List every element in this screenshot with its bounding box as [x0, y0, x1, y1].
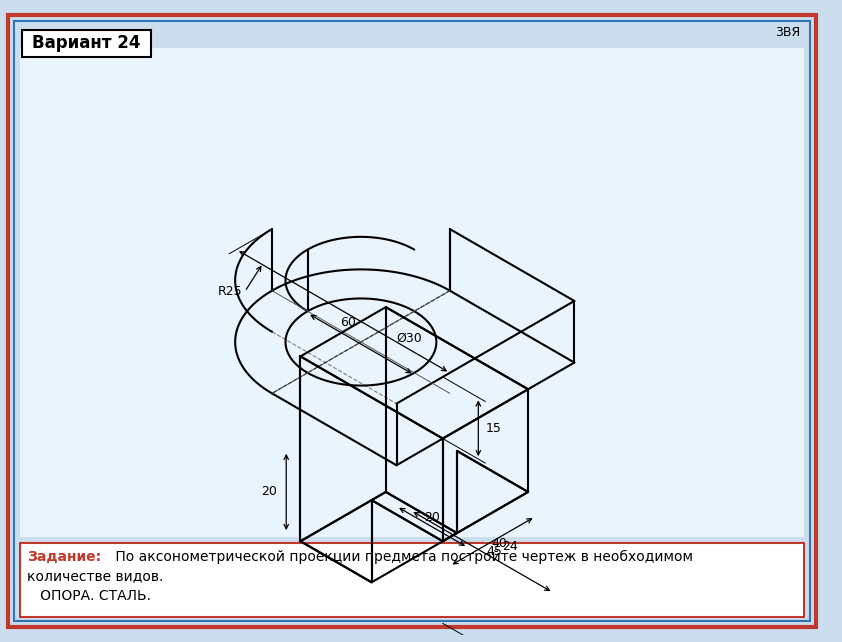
Text: Вариант 24: Вариант 24 [32, 34, 141, 52]
Text: 24: 24 [503, 540, 518, 553]
Text: 20: 20 [424, 510, 440, 524]
Text: 60: 60 [340, 317, 356, 329]
Text: 45: 45 [486, 545, 502, 558]
Text: 20: 20 [261, 485, 276, 498]
Text: 3ВЯ: 3ВЯ [775, 26, 800, 39]
Text: количестве видов.: количестве видов. [28, 569, 163, 583]
Text: 15: 15 [486, 422, 502, 435]
Bar [19, 48, 804, 537]
Text: Ø30: Ø30 [397, 332, 423, 345]
Text: Задание:: Задание: [28, 550, 102, 564]
Text: R25: R25 [218, 285, 242, 299]
Bar [19, 543, 804, 618]
Text: ОПОРА. СТАЛЬ.: ОПОРА. СТАЛЬ. [28, 589, 152, 603]
Text: По аксонометрической проекции предмета постройте чертеж в необходимом: По аксонометрической проекции предмета п… [110, 550, 692, 564]
Text: 40: 40 [492, 537, 508, 550]
Bar [22, 30, 151, 57]
